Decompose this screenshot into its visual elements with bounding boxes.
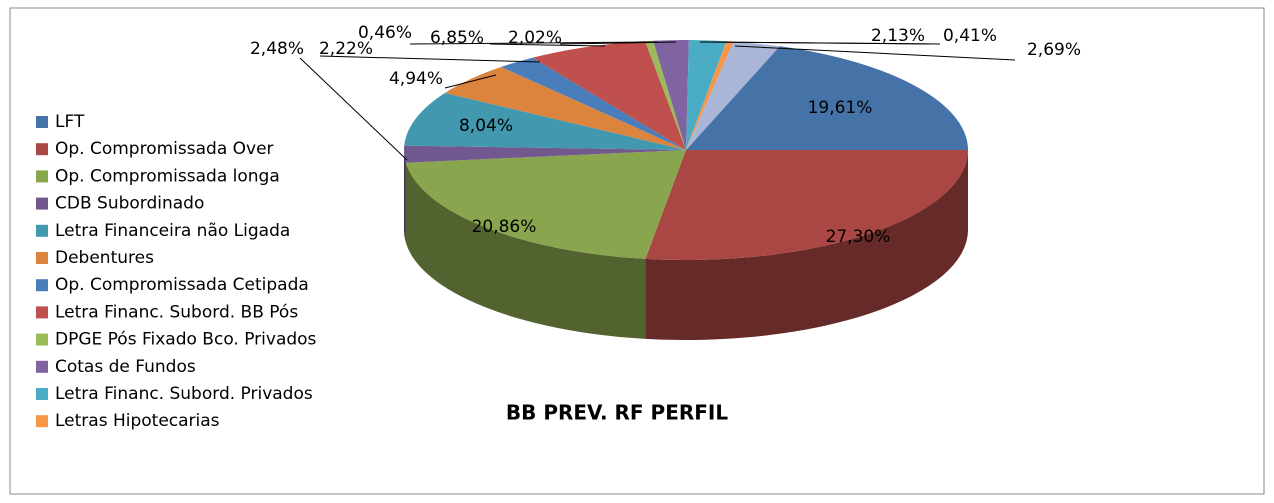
pie-slice-side (645, 150, 968, 340)
pie-slice (405, 150, 686, 259)
pie-slice-side (405, 162, 646, 339)
legend-swatch (36, 333, 48, 346)
leader-line (319, 55, 541, 63)
legend-label: Letras Hipotecarias (55, 411, 220, 431)
legend-swatch (36, 360, 48, 373)
data-label: 2,02% (508, 28, 562, 48)
pie-slice (404, 92, 686, 150)
leader-line (489, 43, 606, 47)
pie-slice (403, 145, 686, 163)
data-label: 2,13% (871, 26, 925, 46)
legend-swatch (36, 224, 48, 237)
pie-slice (686, 41, 734, 150)
leader-line (444, 74, 497, 89)
pie-slice-side (404, 150, 406, 243)
data-label: 6,85% (430, 28, 484, 48)
leader-line (711, 41, 941, 45)
data-label: 2,69% (1027, 40, 1081, 60)
legend-swatch (36, 252, 48, 264)
leader-line (559, 41, 677, 45)
legend-label: DPGE Pós Fixado Bco. Privados (55, 330, 317, 350)
data-label: 20,86% (472, 217, 537, 237)
legend-swatch (36, 143, 48, 156)
pie-slice (653, 40, 689, 150)
legend-label: CDB Subordinado (55, 194, 204, 214)
legend-swatch (36, 279, 48, 292)
chart-title: BB PREV. RF PERFIL (506, 401, 728, 425)
pie-slice (645, 150, 968, 260)
legend-swatch (36, 415, 48, 428)
pie-slice (532, 41, 686, 150)
leader-line (299, 57, 408, 161)
legend-label: LFT (55, 112, 85, 132)
legend-label: Op. Compromissada longa (55, 166, 280, 186)
legend-swatch (36, 170, 48, 183)
legend-label: Debentures (55, 248, 154, 268)
pie-slice (645, 40, 686, 150)
data-label: 8,04% (459, 116, 513, 136)
pie-slice (686, 40, 727, 150)
data-label: 0,46% (358, 23, 412, 43)
legend-swatch (36, 388, 48, 400)
pie-slice (686, 46, 968, 150)
legend-label: Op. Compromissada Cetipada (55, 275, 309, 295)
legend-label: Letra Financ. Subord. Privados (55, 384, 313, 404)
data-label: 2,48% (250, 39, 304, 59)
leader-line (409, 41, 659, 45)
data-label: 19,61% (808, 98, 873, 118)
data-label: 2,22% (319, 39, 373, 59)
leader-line (734, 45, 1016, 61)
legend-swatch (36, 116, 48, 128)
pie-slice (444, 66, 686, 150)
legend-label: Op. Compromissada Over (55, 139, 274, 159)
legend-label: Letra Financ. Subord. BB Pós (55, 302, 298, 322)
data-label: 4,94% (389, 69, 443, 89)
legend-label: Cotas de Fundos (55, 357, 196, 377)
legend-swatch (36, 306, 48, 319)
legend-swatch (36, 197, 48, 210)
pie-slice (501, 57, 686, 150)
data-label: 0,41% (943, 26, 997, 46)
legend-label: Letra Financeira não Ligada (55, 221, 290, 241)
data-label: 27,30% (826, 227, 891, 247)
pie-slice (686, 41, 780, 150)
